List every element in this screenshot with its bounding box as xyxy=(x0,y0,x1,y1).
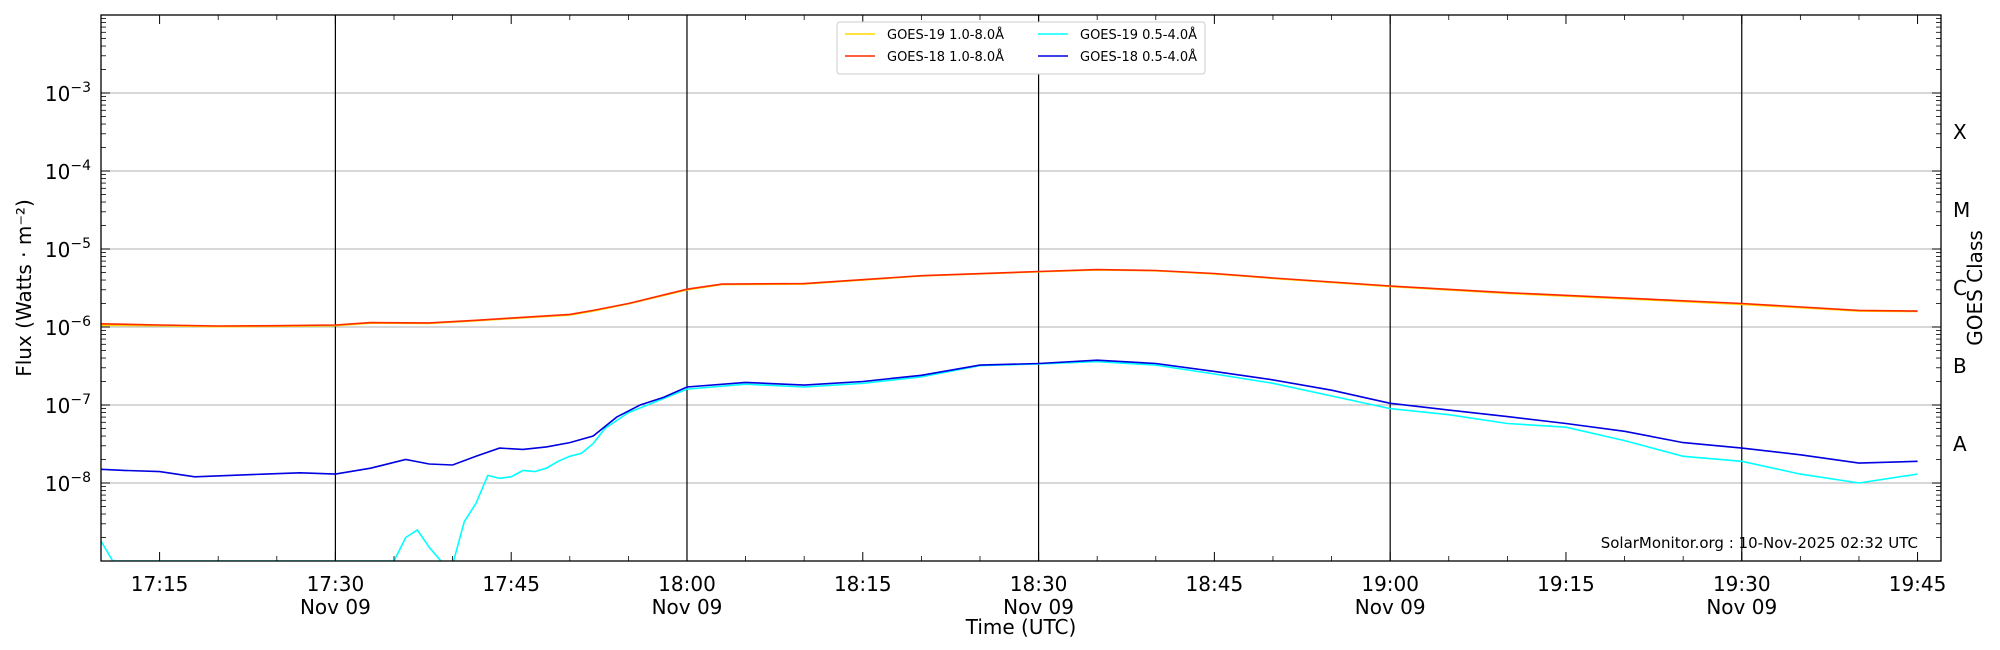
x-tick-label: 19:00 xyxy=(1361,572,1419,596)
y-tick-label: 10−7 xyxy=(45,392,91,418)
x-tick-label: 17:15 xyxy=(131,572,189,596)
x-tick-label: 18:30 xyxy=(1010,572,1068,596)
goes-class-label: B xyxy=(1953,354,1967,378)
y-tick-label: 10−3 xyxy=(45,80,91,106)
goes-class-layer: A B C M X xyxy=(1953,120,1970,456)
legend-label: GOES-19 1.0-8.0Å xyxy=(887,27,1004,43)
y2-axis-title: GOES Class xyxy=(1963,230,1987,346)
vertical-marker-layer xyxy=(334,15,1743,561)
x-tick-date-label: Nov 09 xyxy=(1003,595,1074,619)
legend-label: GOES-19 0.5-4.0Å xyxy=(1080,27,1197,43)
y-tick-label: 10−6 xyxy=(45,314,91,340)
y-tick-label: 10−4 xyxy=(45,158,91,184)
x-axis-title: Time (UTC) xyxy=(965,615,1077,639)
x-tick-label: 18:15 xyxy=(834,572,892,596)
goes-class-label: A xyxy=(1953,432,1967,456)
series-layer xyxy=(101,268,1918,561)
y-axis-title: Flux (Watts · m⁻²) xyxy=(12,199,36,377)
legend-label: GOES-18 0.5-4.0Å xyxy=(1080,49,1197,65)
series-line-4 xyxy=(101,359,1918,478)
x-tick-label: 17:30 xyxy=(307,572,365,596)
x-tick-label: 18:45 xyxy=(1186,572,1244,596)
series-line-2 xyxy=(101,268,1918,327)
x-tick-date-label: Nov 09 xyxy=(300,595,371,619)
x-tick-date-label: Nov 09 xyxy=(1355,595,1426,619)
grid-layer xyxy=(101,92,1941,484)
x-tick-label: 19:15 xyxy=(1537,572,1595,596)
legend-label: GOES-18 1.0-8.0Å xyxy=(887,49,1004,65)
legend-box xyxy=(836,21,1206,75)
legend: GOES-19 1.0-8.0Å GOES-18 1.0-8.0Å GOES-19 … xyxy=(836,21,1206,75)
x-tick-label: 18:00 xyxy=(658,572,716,596)
credit-text: SolarMonitor.org : 10-Nov-2025 02:32 UTC xyxy=(1601,534,1918,552)
x-tick-date-label: Nov 09 xyxy=(652,595,723,619)
goes-class-label: C xyxy=(1953,276,1967,300)
goes-class-label: M xyxy=(1953,198,1970,222)
x-tick-label: 19:45 xyxy=(1889,572,1947,596)
y-tick-label: 10−8 xyxy=(45,470,91,496)
x-tick-label: 17:45 xyxy=(482,572,540,596)
x-tick-date-label: Nov 09 xyxy=(1706,595,1777,619)
series-line-3 xyxy=(101,360,1918,561)
x-tick-label: 19:30 xyxy=(1713,572,1771,596)
y-tick-label: 10−5 xyxy=(45,236,91,262)
goes-class-label: X xyxy=(1953,120,1967,144)
plot-frame xyxy=(100,14,1942,562)
